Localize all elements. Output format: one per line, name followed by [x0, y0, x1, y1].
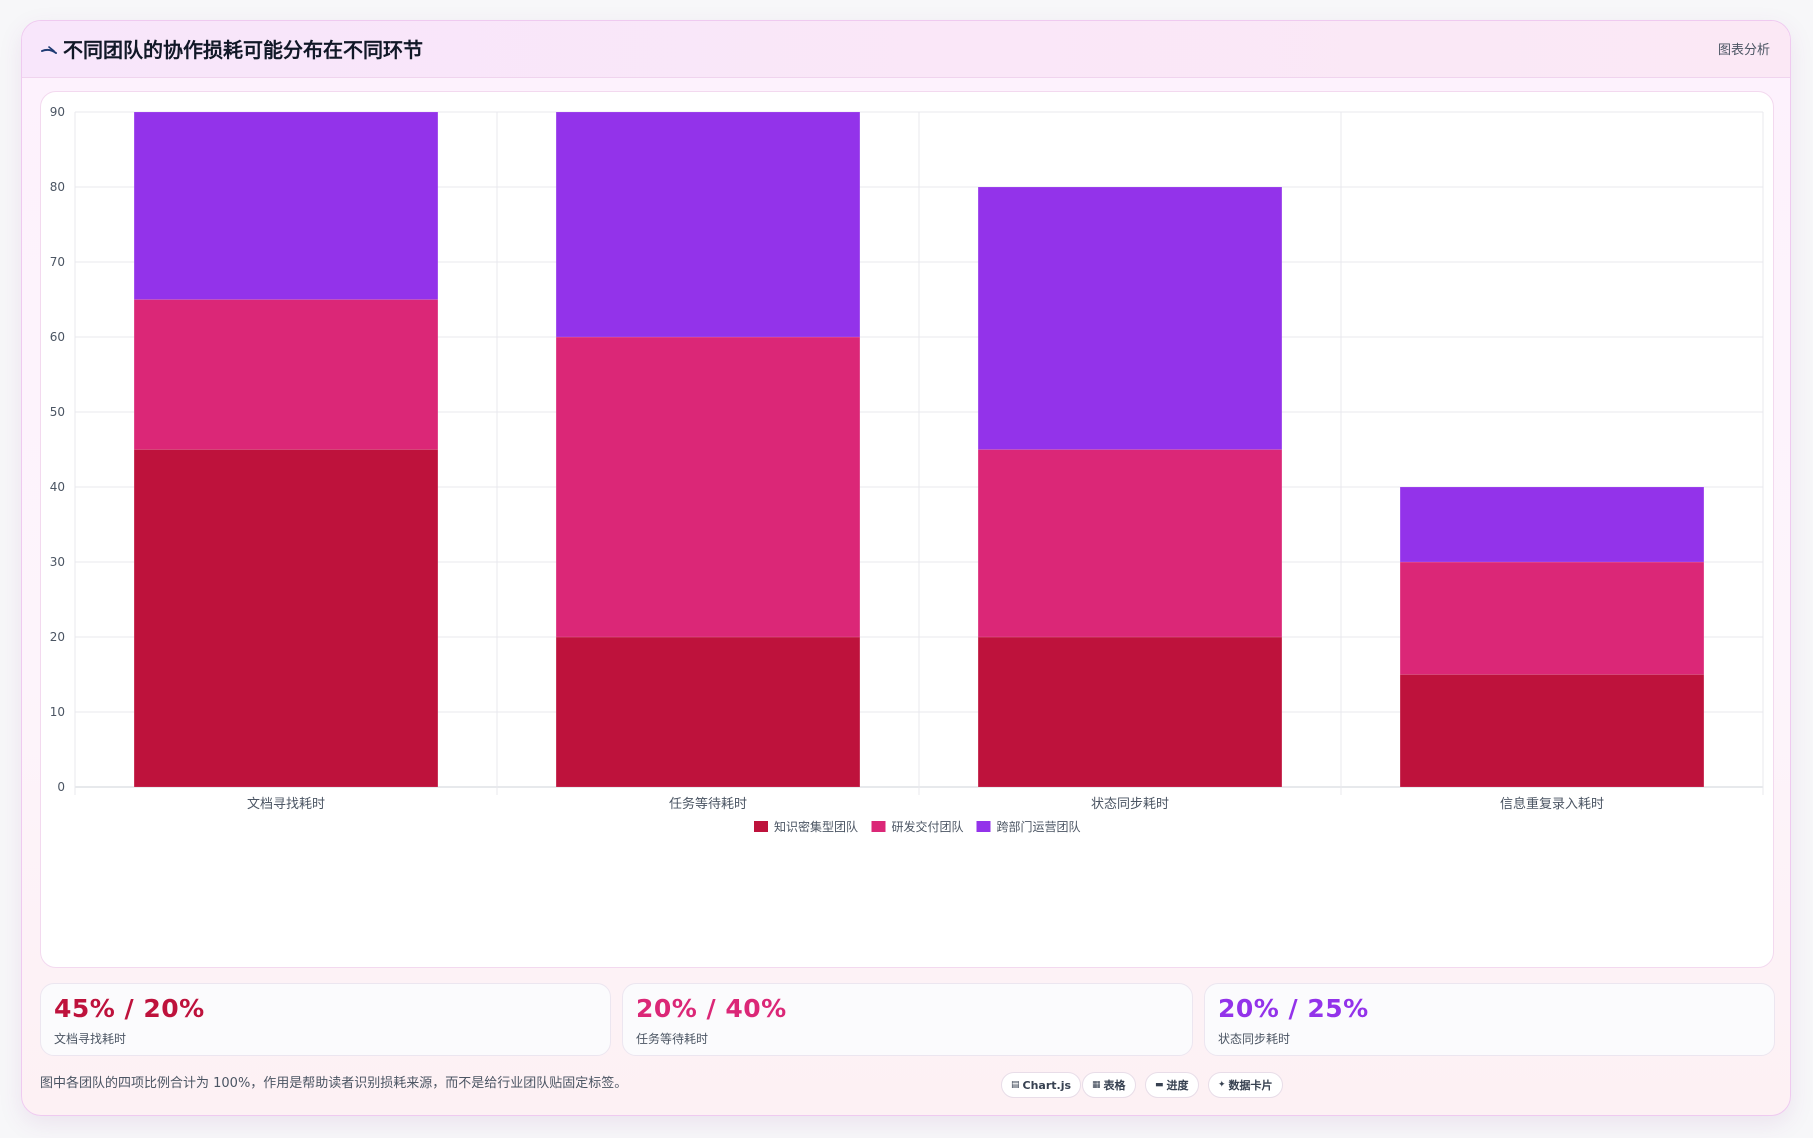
legend-label: 跨部门运营团队 [997, 819, 1081, 834]
bar-segment [555, 636, 861, 788]
y-tick-label: 0 [57, 780, 65, 794]
x-tick-label: 文档寻找耗时 [247, 797, 325, 812]
y-tick-label: 80 [50, 180, 65, 194]
bar-segment [133, 449, 439, 788]
bar-segment [555, 111, 861, 338]
page-title: 不同团队的协作损耗可能分布在不同环节 [63, 38, 423, 62]
bar-segment [977, 636, 1283, 788]
card-header: 不同团队的协作损耗可能分布在不同环节 图表分析 [22, 21, 1790, 78]
x-tick-label: 信息重复录入耗时 [1500, 796, 1604, 812]
chart-analysis-tag: 图表分析 [1717, 43, 1770, 58]
stat-card-document: 45% / 20% 文档寻找耗时 [40, 983, 611, 1056]
y-tick-label: 40 [50, 480, 65, 494]
y-tick-label: 30 [50, 555, 65, 569]
stat-label: 文档寻找耗时 [54, 1032, 127, 1046]
bar-segment [1399, 561, 1705, 675]
y-tick-label: 90 [50, 105, 65, 119]
stat-value: 45% / 20% [54, 994, 205, 1023]
stat-label: 状态同步耗时 [1218, 1032, 1291, 1046]
x-tick-label: 任务等待耗时 [669, 796, 747, 812]
bar-segment [555, 336, 861, 638]
table-pill[interactable]: ▦ 表格 [1082, 1072, 1136, 1098]
sparkle-icon: ✦ [1218, 1080, 1226, 1090]
x-tick-label: 状态同步耗时 [1091, 797, 1169, 812]
bar-segment [977, 186, 1283, 450]
y-tick-label: 60 [50, 330, 65, 344]
progress-pill[interactable]: ▬ 进度 [1145, 1072, 1199, 1098]
bar-segment [977, 449, 1283, 638]
chartjs-pill[interactable]: ▤ Chart.js [1001, 1072, 1082, 1098]
swoosh-icon [41, 46, 57, 54]
stat-label: 任务等待耗时 [636, 1032, 709, 1046]
pill-label: Chart.js [1022, 1078, 1072, 1092]
stat-value: 20% / 40% [636, 994, 787, 1023]
chart-panel: 0 10 20 30 40 50 60 70 80 90 文档寻找耗时 任务等待耗时 状态同步耗时 信息重… [40, 91, 1774, 968]
stat-card-sync: 20% / 25% 状态同步耗时 [1204, 983, 1775, 1056]
y-tick-label: 50 [50, 405, 65, 419]
footnote: 图中各团队的四项比例合计为 100%，作用是帮助读者识别损耗来源，而不是给行业团… [40, 1076, 628, 1091]
bar-segment [1399, 674, 1705, 788]
pill-label: 进度 [1166, 1079, 1189, 1092]
legend-swatch [976, 821, 991, 832]
legend-swatch [871, 821, 886, 832]
y-tick-label: 20 [50, 630, 65, 644]
legend-swatch [754, 821, 768, 832]
pill-label: 表格 [1103, 1079, 1126, 1092]
y-tick-label: 10 [50, 705, 65, 719]
bar-segment [1399, 486, 1705, 563]
chart-card: 不同团队的协作损耗可能分布在不同环节 图表分析 0 10 20 30 40 50 60 70 8… [21, 20, 1791, 1116]
stat-value: 20% / 25% [1218, 994, 1369, 1023]
legend-label: 知识密集型团队 [774, 819, 858, 834]
progress-icon: ▬ [1155, 1080, 1164, 1090]
data-card-pill[interactable]: ✦ 数据卡片 [1208, 1072, 1283, 1098]
legend-label: 研发交付团队 [892, 819, 964, 834]
y-tick-label: 70 [50, 255, 65, 269]
table-icon: ▦ [1092, 1080, 1101, 1090]
pill-label: 数据卡片 [1228, 1079, 1273, 1092]
bar-segment [133, 299, 439, 450]
stacked-bar-chart: 0 10 20 30 40 50 60 70 80 90 文档寻找耗时 任务等待耗时 状态同步耗时 信息重… [50, 105, 1764, 834]
stat-card-waiting: 20% / 40% 任务等待耗时 [622, 983, 1193, 1056]
chart-icon: ▤ [1011, 1080, 1020, 1090]
bar-segment [133, 111, 439, 300]
